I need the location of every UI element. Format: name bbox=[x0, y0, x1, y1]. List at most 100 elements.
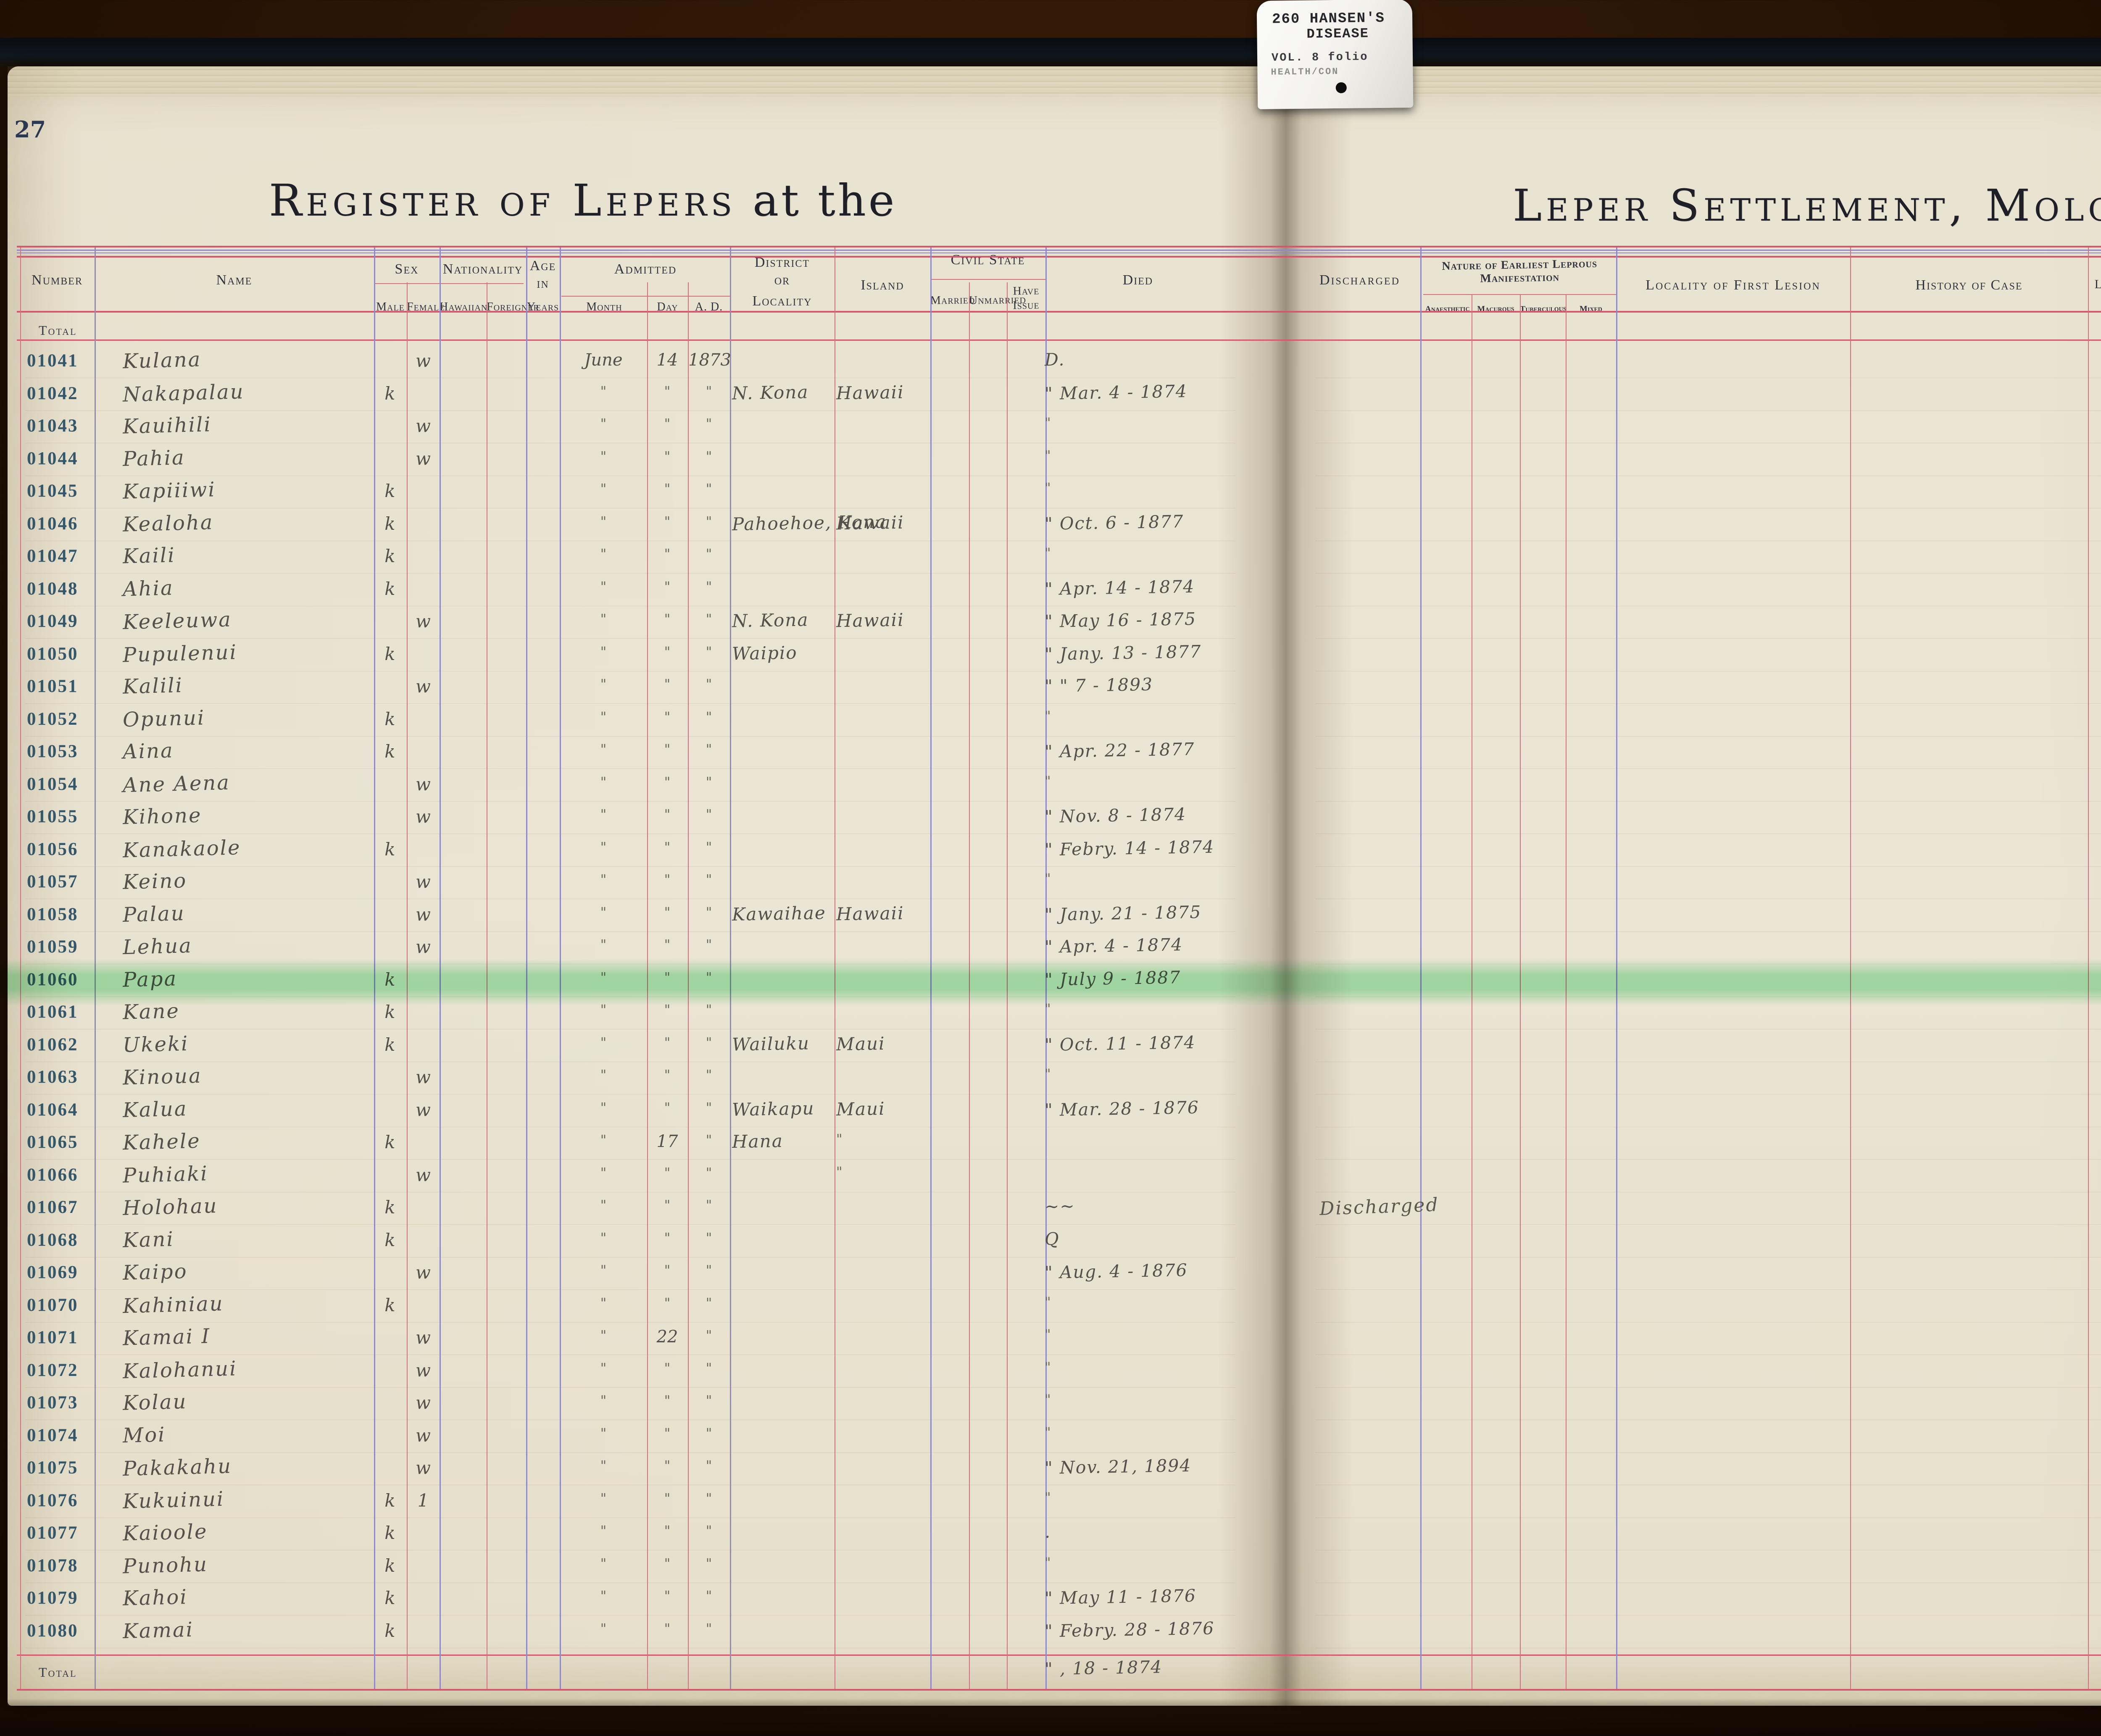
register-row: 01063 Kinoua w " " " " bbox=[0, 1062, 2101, 1094]
title-right: Leper Settlement, Molokai bbox=[1513, 180, 2101, 231]
cell-admitted-month: " bbox=[600, 1360, 607, 1376]
cell-admitted-day: " bbox=[664, 383, 671, 399]
register-row: 01068 Kani k " " " Q bbox=[0, 1225, 2101, 1257]
cell-admitted-month: " bbox=[600, 1229, 607, 1246]
cell-died-extra: " , 18 - 1874 bbox=[1044, 1657, 1163, 1679]
cell-admitted-day: " bbox=[664, 1262, 671, 1278]
cell-name: Kanakaole bbox=[122, 835, 242, 863]
cell-admitted-day: " bbox=[664, 936, 671, 952]
cell-island: Hawaii bbox=[836, 381, 904, 403]
cell-number: 01058 bbox=[27, 904, 79, 924]
cell-admitted-day: " bbox=[664, 481, 671, 497]
register-row: 01073 Kolau w " " " " bbox=[0, 1387, 2101, 1420]
cell-name: Aina bbox=[122, 739, 174, 764]
cell-admitted-day: " bbox=[664, 1360, 671, 1376]
cell-admitted-day: " bbox=[664, 611, 671, 627]
tab-line1: 260 HANSEN'S bbox=[1272, 10, 1385, 28]
cell-number: 01055 bbox=[27, 807, 79, 826]
cell-number: 01052 bbox=[27, 709, 79, 729]
cell-name: Palau bbox=[122, 901, 186, 927]
cell-sex-male: k bbox=[384, 1555, 395, 1576]
cell-name: Holohau bbox=[122, 1194, 219, 1220]
cell-admitted-year: " bbox=[706, 416, 712, 431]
cell-died: " Nov. 8 - 1874 bbox=[1044, 804, 1187, 827]
cell-sex-female: w bbox=[416, 806, 431, 827]
cell-died: " bbox=[1044, 1000, 1052, 1017]
cell-locality: N. Kona bbox=[732, 381, 809, 404]
cell-number: 01045 bbox=[27, 481, 79, 501]
cell-admitted-day: " bbox=[664, 741, 671, 757]
cell-number: 01077 bbox=[27, 1523, 79, 1543]
cell-number: 01073 bbox=[27, 1393, 79, 1412]
cell-admitted-year: " bbox=[706, 1457, 712, 1473]
register-row: 01066 Puhiaki w " " " " bbox=[0, 1160, 2101, 1192]
cell-admitted-month: " bbox=[600, 741, 607, 757]
rule-line bbox=[17, 246, 2101, 247]
cell-admitted-month: " bbox=[600, 871, 607, 887]
cell-died: Q bbox=[1044, 1228, 1060, 1249]
col-unmarried: Unmarried bbox=[969, 293, 1027, 307]
cell-sex-female: w bbox=[416, 936, 431, 957]
col-district-2: or bbox=[774, 272, 790, 288]
cell-sex-female: w bbox=[416, 1360, 431, 1381]
cell-admitted-year: " bbox=[706, 1425, 712, 1441]
cell-name: Kalohanui bbox=[122, 1356, 238, 1384]
cell-admitted-day: " bbox=[664, 1457, 671, 1473]
cell-admitted-year: " bbox=[706, 741, 712, 757]
cell-admitted-year: " bbox=[706, 708, 712, 725]
cell-number: 01047 bbox=[27, 546, 79, 566]
cell-number: 01063 bbox=[27, 1067, 79, 1087]
cell-admitted-day: " bbox=[664, 578, 671, 594]
cell-sex-male: k bbox=[384, 383, 395, 404]
cell-admitted-year: " bbox=[706, 1197, 712, 1213]
cell-died: " bbox=[1044, 870, 1052, 887]
total-label-bottom-left: Total bbox=[39, 1665, 77, 1680]
register-row: 01055 Kihone w " " " " Nov. 8 - 1874 bbox=[0, 801, 2101, 834]
cell-sex-male: k bbox=[384, 839, 395, 860]
cell-number: 01054 bbox=[27, 774, 79, 794]
tab-hole bbox=[1335, 82, 1347, 93]
cell-died: ~~ bbox=[1044, 1196, 1076, 1217]
cell-name: Kamai I bbox=[122, 1324, 211, 1350]
cell-died: " Apr. 14 - 1874 bbox=[1044, 576, 1195, 599]
cell-admitted-month: " bbox=[600, 1425, 607, 1441]
cell-admitted-day: " bbox=[664, 1588, 671, 1604]
cell-admitted-year: " bbox=[706, 1294, 712, 1311]
register-row: 01051 Kalili w " " " " " 7 - 1893 bbox=[0, 671, 2101, 704]
cell-sex-male: k bbox=[384, 708, 395, 729]
cell-admitted-month: " bbox=[600, 383, 607, 399]
cell-sex-female: w bbox=[416, 1099, 431, 1120]
register-row: 01044 Pahia w " " " " bbox=[0, 443, 2101, 476]
cell-sex-female: w bbox=[416, 1164, 431, 1185]
cell-number: 01065 bbox=[27, 1132, 79, 1152]
register-row: 01060 Papa k " " " " July 9 - 1887 bbox=[0, 964, 2101, 997]
cell-admitted-month: " bbox=[600, 708, 607, 725]
cell-admitted-month: " bbox=[600, 773, 607, 790]
register-row: 01042 Nakapalau k " " " N. Kona Hawaii " Mar. 4 … bbox=[0, 378, 2101, 411]
cell-died: " Nov. 21, 1894 bbox=[1044, 1455, 1192, 1478]
cell-number: 01078 bbox=[27, 1555, 79, 1576]
cell-sex-female: w bbox=[416, 1262, 431, 1283]
cell-admitted-year: " bbox=[706, 1229, 712, 1246]
cell-admitted-year: " bbox=[706, 1099, 712, 1115]
cell-sex-female: w bbox=[416, 350, 431, 371]
cell-sex-female: w bbox=[416, 871, 431, 892]
cell-number: 01061 bbox=[27, 1002, 79, 1022]
cell-name: Ukeki bbox=[122, 1031, 190, 1057]
cell-admitted-year: " bbox=[706, 1002, 712, 1018]
cell-name: Papa bbox=[122, 966, 178, 992]
cell-sex-male: k bbox=[384, 1132, 395, 1152]
cell-locality: Hana bbox=[732, 1130, 784, 1152]
cell-number: 01050 bbox=[27, 644, 79, 664]
register-row: 01058 Palau w " " " Kawaihae Hawaii " Jany. 21 -… bbox=[0, 899, 2101, 932]
cell-name: Kaili bbox=[122, 543, 176, 568]
rule-line bbox=[17, 250, 2101, 251]
register-row: 01078 Punohu k " " " " bbox=[0, 1550, 2101, 1583]
register-row: 01064 Kalua w " " " Waikapu Maui " Mar. 28 - 187… bbox=[0, 1094, 2101, 1127]
register-row: 01067 Holohau k " " " ~~ Discharged bbox=[0, 1192, 2101, 1225]
cell-sex-male: k bbox=[384, 1002, 395, 1022]
cell-name: Pahia bbox=[122, 445, 186, 471]
cell-died: " bbox=[1044, 1294, 1052, 1310]
cell-admitted-month: " bbox=[600, 1067, 607, 1083]
cell-admitted-year: " bbox=[706, 1620, 712, 1636]
